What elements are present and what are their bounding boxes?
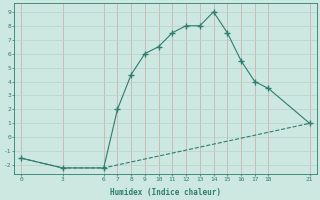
X-axis label: Humidex (Indice chaleur): Humidex (Indice chaleur) [110,188,221,197]
